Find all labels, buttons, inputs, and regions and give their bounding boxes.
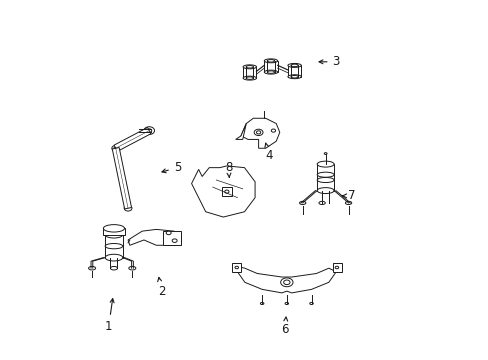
Polygon shape [128, 229, 181, 245]
Ellipse shape [224, 190, 228, 193]
Ellipse shape [345, 201, 351, 204]
Ellipse shape [172, 239, 177, 242]
Ellipse shape [267, 71, 274, 73]
Ellipse shape [235, 266, 238, 269]
Bar [163, 231, 181, 245]
Ellipse shape [112, 145, 120, 151]
Text: 4: 4 [264, 143, 272, 162]
Ellipse shape [146, 129, 151, 132]
Polygon shape [241, 118, 279, 148]
Ellipse shape [105, 254, 122, 261]
Ellipse shape [260, 302, 264, 305]
Ellipse shape [88, 266, 96, 270]
Polygon shape [235, 123, 246, 139]
Ellipse shape [143, 127, 154, 135]
Ellipse shape [166, 231, 171, 235]
Ellipse shape [317, 188, 333, 194]
Polygon shape [105, 235, 122, 258]
Ellipse shape [287, 63, 301, 67]
Ellipse shape [114, 147, 117, 150]
Ellipse shape [334, 266, 338, 269]
Ellipse shape [243, 65, 256, 69]
Ellipse shape [318, 201, 325, 204]
Ellipse shape [299, 201, 305, 204]
Polygon shape [191, 166, 255, 217]
Ellipse shape [264, 70, 277, 74]
Ellipse shape [256, 131, 260, 134]
Ellipse shape [105, 243, 122, 249]
Polygon shape [237, 266, 336, 293]
Text: 5: 5 [162, 161, 181, 174]
Ellipse shape [245, 77, 253, 79]
Ellipse shape [290, 64, 298, 67]
Text: 7: 7 [342, 189, 355, 202]
Polygon shape [287, 66, 301, 77]
Ellipse shape [287, 75, 301, 79]
Polygon shape [114, 127, 151, 151]
Ellipse shape [280, 278, 292, 287]
Ellipse shape [290, 76, 298, 78]
Ellipse shape [103, 225, 124, 232]
Text: 6: 6 [281, 317, 288, 337]
Polygon shape [243, 67, 256, 78]
Ellipse shape [110, 266, 117, 270]
Ellipse shape [309, 302, 313, 305]
Ellipse shape [317, 161, 333, 167]
Ellipse shape [324, 153, 326, 154]
Polygon shape [103, 228, 124, 235]
Ellipse shape [124, 206, 132, 211]
Text: 3: 3 [319, 55, 339, 68]
Ellipse shape [254, 129, 263, 136]
Bar [221, 187, 232, 196]
Ellipse shape [317, 177, 333, 183]
Ellipse shape [285, 302, 288, 305]
Polygon shape [112, 148, 131, 209]
Ellipse shape [283, 280, 289, 285]
Ellipse shape [271, 129, 275, 132]
Ellipse shape [105, 231, 122, 238]
Polygon shape [232, 263, 241, 272]
Text: 8: 8 [224, 161, 232, 177]
Text: 2: 2 [158, 278, 165, 298]
Ellipse shape [264, 59, 277, 63]
Ellipse shape [245, 66, 253, 68]
Polygon shape [264, 61, 277, 72]
Ellipse shape [317, 172, 333, 177]
Ellipse shape [267, 60, 274, 62]
Text: 1: 1 [105, 299, 114, 333]
Ellipse shape [243, 76, 256, 80]
Polygon shape [317, 164, 333, 190]
Ellipse shape [128, 266, 136, 270]
Polygon shape [332, 263, 341, 272]
